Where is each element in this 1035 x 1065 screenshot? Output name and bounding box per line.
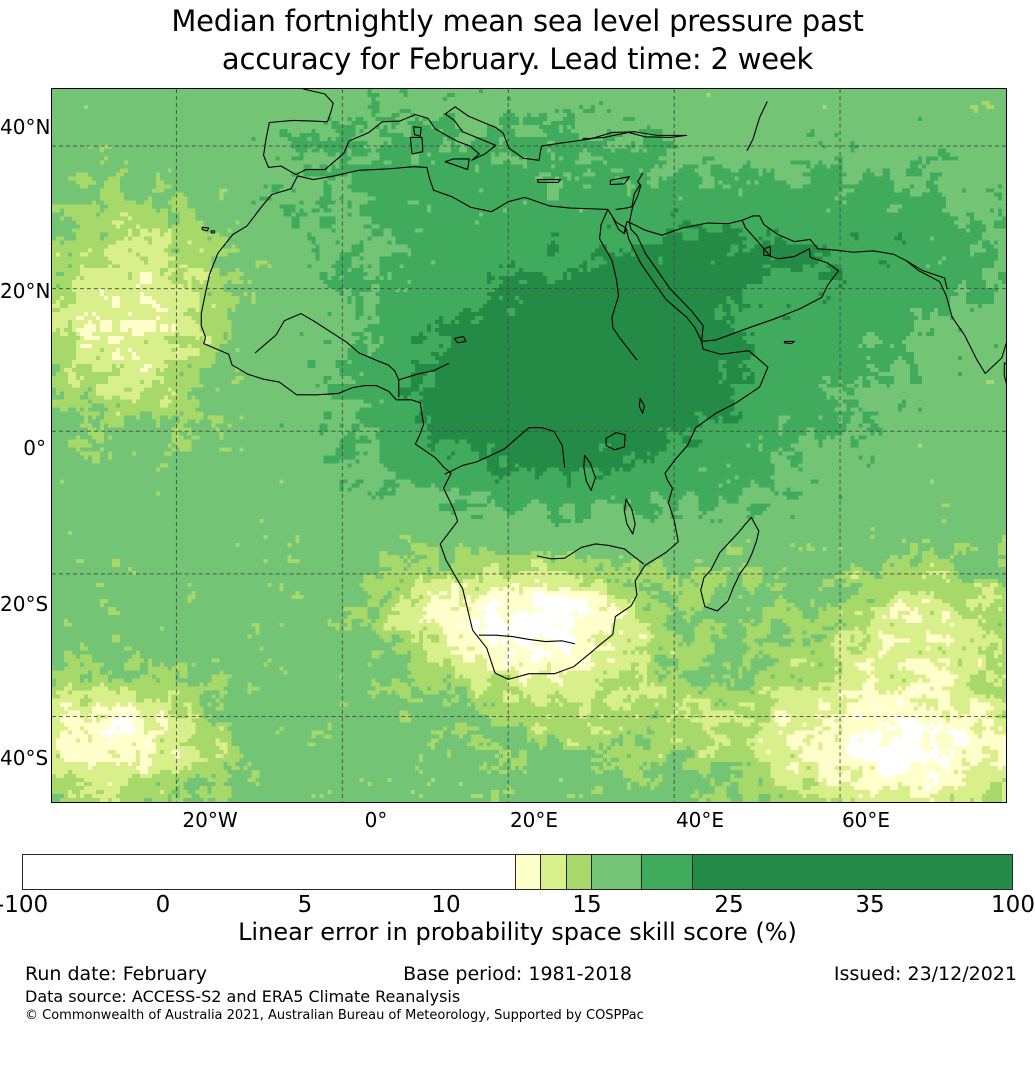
colorbar-segment-3: [565, 855, 592, 889]
x-axis-tick-0: 0°: [364, 808, 388, 832]
colorbar-tick-0: 0: [155, 892, 171, 918]
coastline-lake-chad: [453, 335, 467, 344]
y-axis-tick-20S: 20°S: [0, 592, 49, 616]
coastline-cyprus: [609, 176, 630, 186]
y-axis-tick-20N: 20°N: [0, 279, 51, 303]
coastline-corsica: [413, 126, 422, 137]
footer-data-source: Data source: ACCESS-S2 and ERA5 Climate …: [25, 987, 461, 1006]
colorbar-tick-15: 15: [572, 892, 602, 918]
coastline-africa-west: [200, 166, 769, 680]
coastline-madagascar: [700, 516, 760, 612]
page-title-line-2: accuracy for February. Lead time: 2 week: [221, 42, 814, 76]
map-plot-area[interactable]: [51, 88, 1007, 803]
coastline-lake-malawi: [623, 498, 636, 535]
coastline-gulf-aqaba: [623, 221, 630, 233]
x-axis-tick-40E: 40°E: [675, 808, 725, 832]
colorbar-segment-6: [691, 855, 1013, 889]
colorbar-segment-2: [540, 855, 566, 889]
coastline-sri-lanka: [1003, 362, 1006, 385]
footer-primary-row: Run date: February Base period: 1981-201…: [0, 962, 1035, 988]
colorbar-axis-label: Linear error in probability space skill …: [238, 918, 797, 946]
coastline-india-ne: [905, 260, 948, 290]
page-title: Median fortnightly mean sea level pressu…: [0, 2, 1035, 78]
coastline-niger-river: [254, 313, 400, 398]
coastline-turkey-levant: [615, 172, 644, 211]
y-axis-tick-40S: 40°S: [0, 746, 49, 770]
coastline-canary: [210, 230, 216, 234]
colorbar-tick-10: 10: [431, 892, 461, 918]
coastline-lake-victoria: [605, 432, 626, 451]
coastline-italy-sicily: [444, 158, 470, 171]
map-coastline-paths: [200, 89, 1006, 680]
coastline-zambezi: [536, 543, 645, 565]
colorbar-segment-1: [514, 855, 541, 889]
colorbar-tick-5: 5: [297, 892, 313, 918]
coastline-gulf-suez: [612, 217, 627, 235]
map-coastlines-and-gridlines: [52, 89, 1006, 802]
coastline-lake-tanganyika: [583, 454, 596, 491]
coastline-congo-river: [444, 427, 566, 475]
coastline-lake-turkana: [638, 397, 645, 414]
colorbar-tick-25: 25: [714, 892, 744, 918]
page-title-line-1: Median fortnightly mean sea level pressu…: [171, 4, 864, 38]
colorbar-tick-100: 100: [991, 892, 1035, 918]
x-axis-tick-20E: 20°E: [509, 808, 559, 832]
footer-run-date: Run date: February: [25, 963, 207, 985]
footer-base-period: Base period: 1981-2018: [403, 963, 632, 985]
coastline-benue: [398, 362, 450, 381]
coastline-arabia-gulf: [628, 219, 840, 342]
coastline-blacksea-s: [582, 131, 688, 140]
coastline-tenerife: [201, 226, 210, 232]
coastline-crete: [536, 178, 562, 183]
coastline-orange-river: [478, 634, 576, 645]
colorbar-tick-35: 35: [855, 892, 885, 918]
coastline-nile-blue: [599, 208, 638, 361]
skill-score-heatmap: [52, 89, 1006, 802]
map-gridlines: [52, 89, 1006, 802]
x-axis-tick-60E: 60°E: [841, 808, 891, 832]
colorbar-tick--100: -100: [0, 892, 49, 918]
footer-copyright: © Commonwealth of Australia 2021, Austra…: [25, 1008, 644, 1023]
y-axis-tick-0: 0°: [23, 436, 46, 460]
coastline-caspian-w: [746, 101, 768, 151]
footer-issued-date: Issued: 23/12/2021: [833, 963, 1017, 985]
y-axis-tick-40N: 40°N: [0, 115, 51, 139]
coastline-iberia-nw-europe: [263, 89, 334, 156]
colorbar-segment-4: [591, 855, 642, 889]
colorbar-segment-5: [641, 855, 692, 889]
colorbar-segment-0: [23, 855, 515, 889]
coastline-persiangulf-n: [741, 215, 1006, 375]
coastline-redsea-e: [628, 184, 704, 342]
x-axis-tick-20W: 20°W: [182, 808, 238, 832]
coastline-somalia-socotra: [783, 340, 795, 345]
coastline-iberia-s: [263, 106, 688, 176]
coastline-qatar: [763, 246, 771, 257]
colorbar[interactable]: [22, 854, 1013, 890]
coastline-sardinia: [409, 136, 424, 155]
